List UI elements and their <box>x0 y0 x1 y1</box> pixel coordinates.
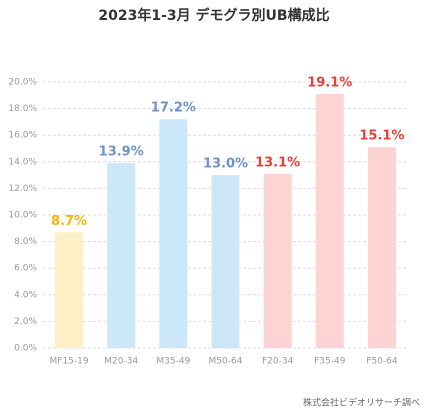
y-tick-label: 0.0% <box>14 344 37 354</box>
x-tick-label: M50-64 <box>209 357 243 367</box>
y-tick-label: 4.0% <box>14 290 37 300</box>
y-tick-label: 8.0% <box>14 237 37 247</box>
y-tick-label: 14.0% <box>8 157 37 167</box>
value-label: 17.2% <box>151 101 196 116</box>
value-label: 15.1% <box>359 129 404 144</box>
bar <box>367 147 396 348</box>
y-tick-label: 10.0% <box>8 211 37 221</box>
value-label: 19.1% <box>307 75 352 90</box>
y-tick-label: 16.0% <box>8 131 37 141</box>
x-tick-label: MF15-19 <box>50 357 89 367</box>
bar <box>55 232 84 348</box>
x-tick-label: F20-34 <box>262 357 294 367</box>
y-tick-label: 20.0% <box>8 78 37 88</box>
value-label: 13.1% <box>255 155 300 170</box>
x-tick-label: M20-34 <box>104 357 138 367</box>
value-label: 8.7% <box>51 214 87 229</box>
y-tick-label: 2.0% <box>14 317 37 327</box>
bar <box>211 175 240 348</box>
chart-title: 2023年1-3月 デモグラ別UB構成比 <box>98 7 329 24</box>
x-tick-label: F35-49 <box>314 357 346 367</box>
bar <box>159 119 188 349</box>
bar <box>107 163 136 348</box>
y-tick-label: 18.0% <box>8 104 37 114</box>
bar <box>315 93 344 348</box>
y-tick-label: 6.0% <box>14 264 37 274</box>
source-note: 株式会社ビデオリサーチ調べ <box>303 397 420 409</box>
y-tick-label: 12.0% <box>8 184 37 194</box>
x-tick-label: M35-49 <box>156 357 190 367</box>
value-label: 13.0% <box>203 157 248 172</box>
bar <box>263 173 292 348</box>
x-tick-label: F50-64 <box>366 357 398 367</box>
value-label: 13.9% <box>99 145 144 160</box>
